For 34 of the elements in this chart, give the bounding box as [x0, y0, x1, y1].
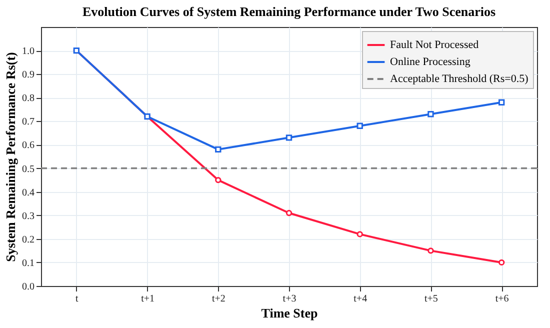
y-tick-label: 0.5: [22, 164, 34, 175]
point: [356, 122, 363, 129]
point: [215, 176, 222, 184]
x-axis-title: Time Step: [261, 306, 318, 320]
y-tick-label: 0.0: [22, 282, 34, 292]
x-tick-label: t+1: [141, 294, 154, 304]
y-axis-title: System Remaining Performance Rs(t): [3, 52, 18, 262]
point: [428, 248, 434, 254]
x-tick-label: t+3: [282, 294, 296, 304]
point: [356, 231, 363, 238]
point: [428, 111, 434, 118]
x-tick-label: t+4: [354, 294, 368, 304]
point: [498, 99, 505, 106]
y-tick-label: 1.0: [22, 46, 34, 58]
x-tick-label: t+2: [212, 294, 226, 304]
x-tick-label: t+5: [424, 294, 438, 304]
chart-title: Evolution Curves of System Remaining Performance under Two Scenarios: [82, 4, 496, 19]
y-tick-label: 0.3: [22, 210, 34, 222]
legend-label: Online Processing: [390, 56, 471, 68]
y-tick-label: 0.1: [22, 258, 34, 269]
x-tick-label: t: [76, 294, 79, 304]
y-tick-label: 0.7: [22, 116, 34, 128]
y-tick-label: 0.8: [22, 93, 34, 104]
legend-label: Acceptable Threshold (Rs=0.5): [390, 73, 529, 85]
legend-label: Fault Not Processed: [390, 39, 480, 51]
y-tick-label: 0.9: [22, 70, 34, 81]
y-tick-label: 0.2: [22, 234, 34, 246]
y-tick-label: 0.4: [22, 187, 34, 198]
x-tick-label: t+6: [495, 294, 509, 304]
point: [286, 210, 292, 216]
point: [498, 259, 505, 266]
y-tick-label: 0.6: [22, 140, 34, 152]
point: [215, 146, 222, 153]
point: [286, 134, 292, 141]
